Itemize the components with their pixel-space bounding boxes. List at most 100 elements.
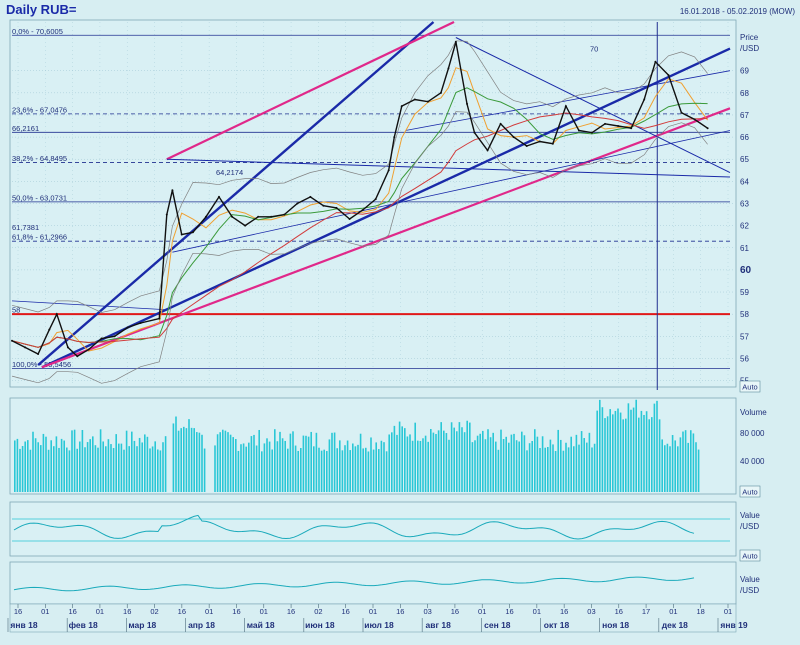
price-point [11, 339, 13, 342]
price-point [126, 326, 129, 329]
price-point [630, 127, 633, 130]
volume-bar [328, 439, 331, 492]
volume-bar [149, 448, 151, 492]
moving-average-long [11, 112, 708, 348]
x-month-label: мар 18 [128, 620, 156, 630]
volume-bar [482, 430, 484, 492]
volume-bar [513, 433, 515, 492]
x-day-label: 16 [14, 607, 22, 616]
moving-average-short [11, 67, 709, 352]
volume-auto-button[interactable]: Auto [739, 485, 761, 498]
trend-thin-1 [166, 158, 731, 178]
level-label: 66,2161 [12, 124, 39, 133]
volume-bar [375, 442, 377, 492]
volume-bar [214, 445, 216, 492]
volume-bar [102, 441, 104, 492]
volume-bar [367, 451, 370, 492]
volume-bar [136, 446, 138, 492]
volume-bar [684, 430, 687, 492]
volume-bar [362, 448, 364, 492]
price-point [165, 213, 168, 216]
volume-bar [94, 445, 97, 492]
volume-bar [164, 436, 167, 492]
volume-bar [71, 430, 73, 492]
volume-tick-label: 80 000 [740, 429, 765, 438]
volume-bar [500, 429, 502, 492]
price-point [454, 40, 457, 43]
volume-bar [526, 450, 528, 492]
x-month-label: сен 18 [484, 620, 511, 630]
x-month-label: апр 18 [188, 620, 215, 630]
volume-bar [53, 446, 55, 492]
volume-bar [19, 448, 21, 492]
price-point [361, 209, 364, 212]
price-point [512, 136, 515, 139]
volume-bars [14, 399, 700, 492]
volume-bar [336, 448, 338, 492]
price-series [11, 40, 709, 384]
price-point [158, 317, 161, 320]
x-day-label: 16 [560, 607, 568, 616]
fibonacci-levels: 0,0% - 70,6005 23,6% - 67,0476 38,2% - 64,… [12, 27, 730, 369]
volume-bar [627, 403, 630, 492]
volume-bar [14, 440, 16, 492]
volume-bar [261, 451, 263, 492]
volume-bar [632, 407, 635, 492]
x-day-label: 18 [697, 607, 705, 616]
x-day-label: 01 [724, 607, 732, 616]
volume-bar [237, 450, 240, 492]
volume-bar [47, 449, 50, 492]
volume-bar [240, 444, 242, 492]
y-tick-label: 65 [740, 155, 749, 164]
volume-bar [68, 450, 71, 492]
price-point [643, 98, 646, 101]
price-point [590, 131, 593, 134]
volume-bar [141, 442, 143, 492]
volume-bar [528, 443, 531, 492]
volume-bar [331, 432, 333, 492]
volume-bar [352, 443, 354, 492]
volume-bar [653, 403, 656, 492]
price-auto-button[interactable]: Auto [739, 380, 761, 393]
x-month-label: авг 18 [426, 620, 452, 630]
y-tick-label: 66 [740, 133, 749, 142]
x-axis-band [9, 603, 737, 633]
volume-bar [471, 442, 474, 492]
volume-bar [461, 427, 463, 492]
volume-bar [175, 416, 177, 492]
volume-bar [495, 441, 497, 492]
volume-bar [297, 450, 299, 492]
volume-bar [609, 409, 611, 492]
price-point [171, 189, 174, 192]
volume-bar [565, 442, 567, 492]
y-tick-label: 56 [740, 354, 749, 363]
volume-bar [281, 438, 284, 492]
price-point [231, 215, 234, 218]
volume-bar [341, 450, 344, 492]
x-day-label: 02 [314, 607, 322, 616]
volume-bar [305, 435, 307, 492]
x-day-label: 03 [587, 607, 595, 616]
volume-bar [578, 444, 580, 492]
volume-bar [333, 432, 336, 492]
indicator-lines [12, 514, 730, 592]
volume-bar [248, 442, 250, 492]
volume-bar [151, 446, 154, 492]
x-day-label: 16 [342, 607, 350, 616]
volume-bar [86, 442, 89, 492]
level-label: 64,2174 [216, 168, 243, 177]
volume-bar [432, 432, 435, 492]
indicator1-auto-button[interactable]: Auto [739, 549, 761, 562]
volume-bar [409, 434, 411, 492]
x-day-label: 16 [615, 607, 623, 616]
x-day-label: 16 [123, 607, 131, 616]
volume-bar [547, 446, 549, 492]
x-day-label: 01 [533, 607, 541, 616]
price-point [257, 215, 260, 218]
volume-bar [146, 436, 149, 492]
x-month-label: ноя 18 [602, 620, 629, 630]
volume-bar [575, 434, 578, 492]
x-day-label: 01 [205, 607, 213, 616]
volume-bar [476, 435, 479, 492]
volume-bar [593, 443, 596, 492]
